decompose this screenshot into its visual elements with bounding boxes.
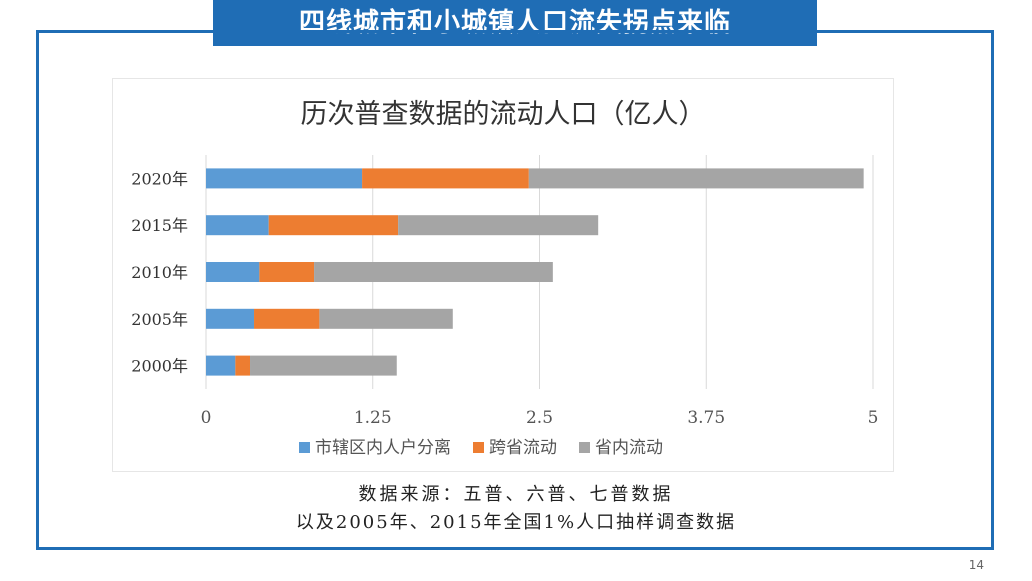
bar-segment xyxy=(235,355,251,376)
legend-swatch xyxy=(473,442,484,453)
bar-segment xyxy=(254,308,320,329)
legend-swatch xyxy=(299,442,310,453)
content-frame xyxy=(36,30,994,550)
bar-segment xyxy=(206,168,363,189)
bar-segment xyxy=(398,215,599,236)
y-category-label: 2020年 xyxy=(131,169,188,188)
slide-title: 四线城市和小城镇人口流失拐点来临 xyxy=(298,8,731,38)
bar-segment xyxy=(259,262,315,282)
bar-segment xyxy=(528,168,864,189)
x-tick-label: 2.5 xyxy=(526,408,553,428)
bar-segment xyxy=(206,262,260,282)
bar-segment xyxy=(206,215,269,236)
y-category-label: 2005年 xyxy=(131,310,188,329)
y-category-label: 2010年 xyxy=(131,263,188,282)
source-line-2: 以及2005年、2015年全国1%人口抽样调查数据 xyxy=(295,512,737,533)
x-tick-label: 3.75 xyxy=(687,408,725,428)
chart-panel: 历次普查数据的流动人口（亿人） 0 1.25 2.5 3.75 5 2020年 2015年 20… xyxy=(112,78,894,472)
bar-segment xyxy=(362,168,529,189)
y-category-label: 2015年 xyxy=(131,216,188,235)
bar-segment xyxy=(206,308,255,329)
chart-title: 历次普查数据的流动人口（亿人） xyxy=(301,99,706,130)
x-tick-label: 1.25 xyxy=(354,408,392,428)
x-tick-label: 5 xyxy=(868,408,879,428)
bar-segment xyxy=(314,262,553,282)
source-line-1: 数据来源：五普、六普、七普数据 xyxy=(358,484,674,505)
legend-label: 跨省流动 xyxy=(489,438,557,458)
bar-segment xyxy=(206,355,236,376)
stacked-bar-chart: 历次普查数据的流动人口（亿人） 0 1.25 2.5 3.75 5 2020年 2015年 20… xyxy=(131,99,879,458)
y-category-label: 2000年 xyxy=(131,357,188,376)
page-number: 14 xyxy=(968,558,984,572)
legend-swatch xyxy=(579,442,590,453)
bar-segment xyxy=(319,308,453,329)
legend-label: 省内流动 xyxy=(595,438,663,458)
bar-segment xyxy=(250,355,397,376)
x-tick-label: 0 xyxy=(201,408,212,428)
legend-label: 市辖区内人户分离 xyxy=(315,438,451,458)
slide-title-banner: 四线城市和小城镇人口流失拐点来临 xyxy=(213,0,817,46)
bar-segment xyxy=(268,215,399,236)
